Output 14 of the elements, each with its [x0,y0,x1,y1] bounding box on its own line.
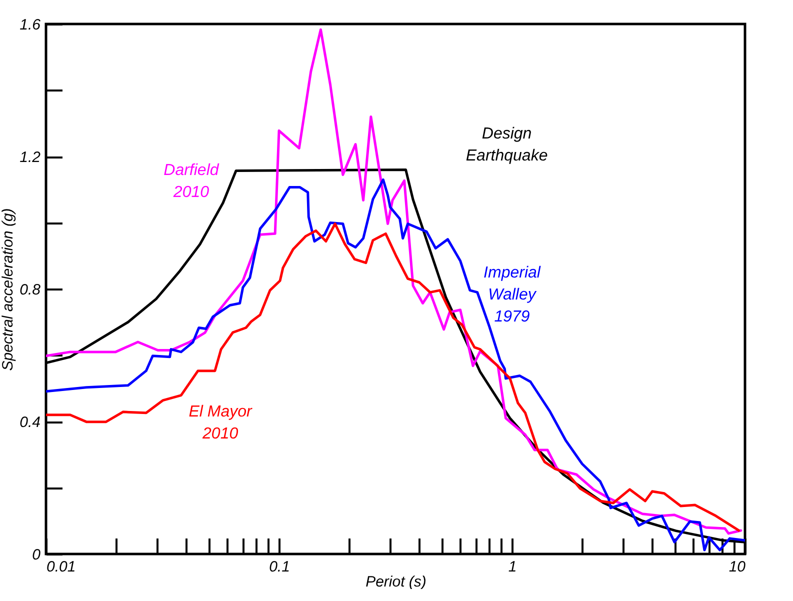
x-tick-label: 0.01 [46,558,76,576]
x-tick-label: 1 [508,558,517,576]
series-label: Imperial Walley 1979 [484,264,541,326]
text: Design Earthquake [466,125,548,164]
x-tick-label: 0.1 [269,558,290,576]
y-tick-label: 0.4 [20,414,40,431]
y-tick-label: 1.6 [20,16,42,34]
y-axis-title: Spectral acceleration (g) [0,208,17,371]
y-tick-label: 0 [32,546,42,564]
y-tick-label: 1.2 [20,149,42,166]
y-tick-label: 0.8 [20,282,42,298]
series-label: El Mayor 2010 [188,404,253,443]
x-tick-label: 10 [728,558,746,576]
text: Darfield 2010 [164,162,220,201]
